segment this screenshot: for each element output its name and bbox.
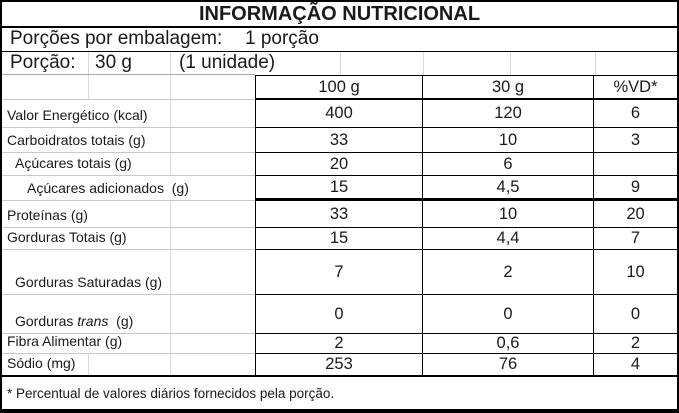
column-header-row: 100 g 30 g %VD* [2, 75, 677, 100]
divider [2, 74, 255, 75]
row-fat-total: Gorduras Totais (g) 15 4,4 7 [2, 228, 677, 250]
value-100g: 15 [255, 176, 422, 201]
label-cell: Carboidratos totais (g) [2, 128, 255, 153]
value-100g: 0 [255, 295, 422, 334]
row-fiber: Fibra Alimentar (g) 2 0,6 2 [2, 333, 677, 354]
label-cell: Gorduras Totais (g) [2, 228, 255, 250]
label-cell: Açúcares totais (g) [2, 153, 255, 176]
value-30g: 6 [422, 153, 593, 176]
row-label: Fibra Alimentar (g) [7, 333, 127, 353]
portion-row: Porção: 30 g (1 unidade) [2, 52, 677, 75]
value-100g: 20 [255, 153, 422, 176]
value-vd: 7 [593, 228, 677, 250]
value-vd: 0 [593, 295, 677, 334]
value-vd: 2 [593, 334, 677, 354]
row-energy: Valor Energético (kcal) 400 120 6 [2, 100, 677, 128]
table-title: INFORMAÇÃO NUTRICIONAL [198, 2, 481, 25]
gridline [340, 52, 341, 75]
row-label-suffix: (g) [108, 313, 134, 329]
portion-label: Porção: [7, 52, 79, 74]
value-30g: 0 [422, 295, 593, 334]
col-header-100g: 100 g [255, 75, 422, 100]
gridline [510, 52, 511, 75]
value-30g: 0,6 [422, 334, 593, 354]
label-cell: Proteínas (g) [2, 201, 255, 228]
servings-value: 1 porção [242, 28, 322, 50]
row-label: Açúcares adicionados (g) [27, 176, 193, 200]
value-100g: 33 [255, 201, 422, 228]
label-cell: Açúcares adicionados (g) [2, 176, 255, 201]
col-header-vd: %VD* [593, 75, 677, 100]
value-100g: 253 [255, 354, 422, 377]
value-vd: 20 [593, 201, 677, 228]
row-label: Sódio (mg) [7, 354, 80, 375]
label-cell: Sódio (mg) [2, 354, 255, 377]
col-header-30g: 30 g [422, 75, 593, 100]
gridline [170, 28, 171, 377]
value-100g: 15 [255, 228, 422, 250]
value-100g: 2 [255, 334, 422, 354]
value-30g: 120 [422, 100, 593, 128]
row-label-italic: trans [77, 313, 109, 329]
footnote-row: * Percentual de valores diários fornecid… [2, 377, 677, 409]
value-30g: 10 [422, 128, 593, 153]
row-label: Gorduras Totais (g) [7, 228, 131, 249]
servings-label: Porções por embalagem: [7, 28, 226, 50]
value-30g: 4,4 [422, 228, 593, 250]
value-vd: 3 [593, 128, 677, 153]
row-fat-trans: Gorduras trans (g) 0 0 0 [2, 295, 677, 334]
title-row: INFORMAÇÃO NUTRICIONAL [2, 2, 677, 28]
row-label-prefix: Gorduras [15, 313, 78, 329]
row-sodium: Sódio (mg) 253 76 4 [2, 354, 677, 377]
value-vd: 6 [593, 100, 677, 128]
row-sugars-total: Açúcares totais (g) 20 6 [2, 153, 677, 176]
value-30g: 76 [422, 354, 593, 377]
value-100g: 33 [255, 128, 422, 153]
portion-amount: 30 g [92, 52, 135, 74]
row-label: Gorduras Saturadas (g) [15, 250, 167, 294]
label-cell: Valor Energético (kcal) [2, 100, 255, 128]
value-vd [593, 153, 677, 176]
row-protein: Proteínas (g) 33 10 20 [2, 201, 677, 228]
value-vd: 4 [593, 354, 677, 377]
gridline [423, 52, 424, 75]
servings-per-package-row: Porções por embalagem: 1 porção [2, 28, 677, 52]
value-100g: 400 [255, 100, 422, 128]
label-cell: Gorduras trans (g) [2, 295, 255, 334]
gridline [595, 52, 596, 75]
row-label: Gorduras trans (g) [15, 295, 138, 333]
row-label: Carboidratos totais (g) [7, 128, 150, 152]
row-label: Valor Energético (kcal) [7, 100, 152, 127]
value-30g: 4,5 [422, 176, 593, 201]
value-vd: 9 [593, 176, 677, 201]
value-vd: 10 [593, 250, 677, 295]
label-cell [2, 75, 255, 100]
row-carbs: Carboidratos totais (g) 33 10 3 [2, 128, 677, 153]
portion-note: (1 unidade) [176, 52, 279, 74]
row-label: Açúcares totais (g) [15, 153, 136, 175]
row-label: Proteínas (g) [7, 201, 92, 227]
value-30g: 2 [422, 250, 593, 295]
value-100g: 7 [255, 250, 422, 295]
row-sugars-added: Açúcares adicionados (g) 15 4,5 9 [2, 176, 677, 201]
value-30g: 10 [422, 201, 593, 228]
footnote: * Percentual de valores diários fornecid… [7, 385, 335, 401]
label-cell: Fibra Alimentar (g) [2, 333, 255, 354]
label-cell: Gorduras Saturadas (g) [2, 250, 255, 295]
row-fat-saturated: Gorduras Saturadas (g) 7 2 10 [2, 250, 677, 295]
